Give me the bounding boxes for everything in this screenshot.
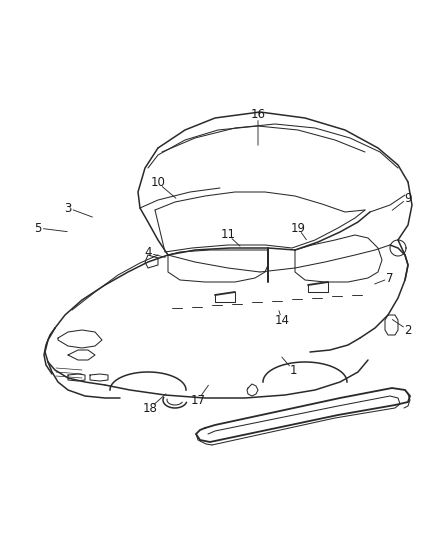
- Text: 10: 10: [151, 176, 166, 190]
- Text: 19: 19: [290, 222, 305, 235]
- Text: 1: 1: [289, 364, 297, 376]
- Text: 11: 11: [220, 229, 236, 241]
- Text: 18: 18: [142, 401, 157, 415]
- Text: 16: 16: [251, 109, 265, 122]
- Text: 7: 7: [386, 271, 394, 285]
- Text: 14: 14: [275, 313, 290, 327]
- Text: 4: 4: [144, 246, 152, 260]
- Text: 3: 3: [64, 201, 72, 214]
- Text: 9: 9: [404, 191, 412, 205]
- Text: 2: 2: [404, 324, 412, 336]
- Text: 17: 17: [191, 393, 205, 407]
- Text: 5: 5: [34, 222, 42, 235]
